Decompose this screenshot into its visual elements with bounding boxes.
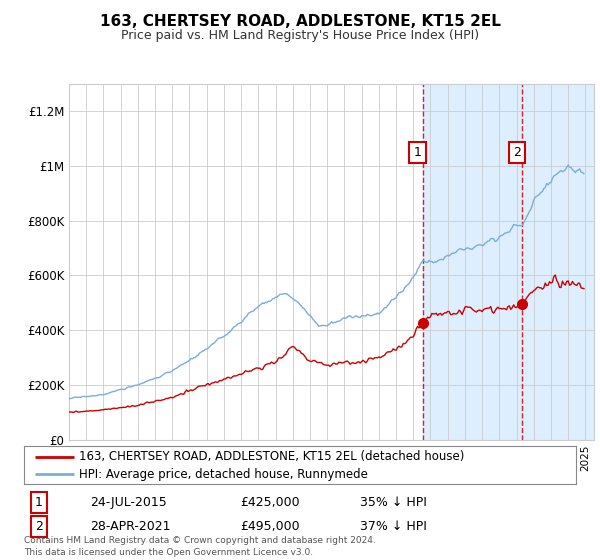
Text: 1: 1 xyxy=(35,496,43,509)
Text: 2: 2 xyxy=(35,520,43,533)
Text: 2: 2 xyxy=(513,146,521,159)
Bar xyxy=(522,84,594,440)
Text: 163, CHERTSEY ROAD, ADDLESTONE, KT15 2EL (detached house): 163, CHERTSEY ROAD, ADDLESTONE, KT15 2EL… xyxy=(79,450,464,463)
Text: 35% ↓ HPI: 35% ↓ HPI xyxy=(360,496,427,509)
Text: 163, CHERTSEY ROAD, ADDLESTONE, KT15 2EL: 163, CHERTSEY ROAD, ADDLESTONE, KT15 2EL xyxy=(100,14,500,29)
Bar xyxy=(423,84,522,440)
Text: £495,000: £495,000 xyxy=(240,520,299,533)
Text: 1: 1 xyxy=(414,146,422,159)
Text: 24-JUL-2015: 24-JUL-2015 xyxy=(90,496,167,509)
Text: Contains HM Land Registry data © Crown copyright and database right 2024.
This d: Contains HM Land Registry data © Crown c… xyxy=(24,536,376,557)
Text: Price paid vs. HM Land Registry's House Price Index (HPI): Price paid vs. HM Land Registry's House … xyxy=(121,29,479,42)
Text: 28-APR-2021: 28-APR-2021 xyxy=(90,520,170,533)
Text: £425,000: £425,000 xyxy=(240,496,299,509)
Text: 37% ↓ HPI: 37% ↓ HPI xyxy=(360,520,427,533)
Text: HPI: Average price, detached house, Runnymede: HPI: Average price, detached house, Runn… xyxy=(79,468,368,480)
